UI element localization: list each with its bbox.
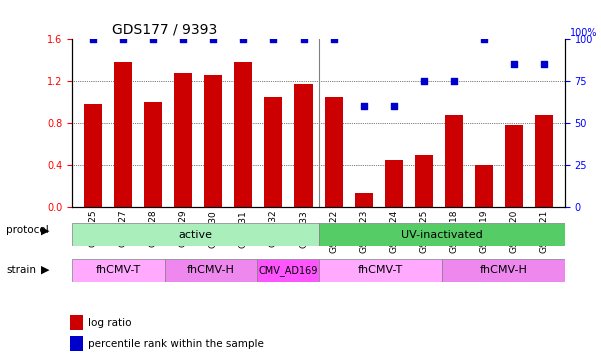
Point — [419, 79, 429, 84]
Bar — [84, 104, 102, 207]
Text: ▶: ▶ — [41, 265, 49, 275]
Point — [299, 36, 308, 42]
Bar — [535, 115, 553, 207]
FancyBboxPatch shape — [442, 259, 565, 282]
Bar — [70, 315, 83, 330]
Text: fhCMV-T: fhCMV-T — [96, 265, 141, 276]
Text: fhCMV-T: fhCMV-T — [358, 265, 403, 276]
FancyBboxPatch shape — [319, 259, 442, 282]
Point — [118, 36, 128, 42]
FancyBboxPatch shape — [319, 223, 565, 246]
Text: active: active — [178, 230, 212, 240]
Text: fhCMV-H: fhCMV-H — [480, 265, 527, 276]
Bar — [505, 125, 523, 207]
Point — [88, 36, 98, 42]
Bar — [445, 115, 463, 207]
Point — [539, 62, 549, 67]
FancyBboxPatch shape — [257, 259, 319, 282]
Point — [479, 36, 489, 42]
Bar — [234, 62, 252, 207]
Point — [239, 36, 248, 42]
Point — [359, 104, 368, 109]
Point — [209, 36, 218, 42]
Point — [389, 104, 398, 109]
Text: log ratio: log ratio — [88, 318, 132, 328]
Bar — [174, 73, 192, 207]
Text: UV-inactivated: UV-inactivated — [401, 230, 483, 240]
Text: strain: strain — [6, 265, 36, 275]
Bar — [475, 165, 493, 207]
Point — [329, 36, 338, 42]
Bar — [415, 155, 433, 207]
Bar — [355, 193, 373, 207]
Bar — [325, 97, 343, 207]
Bar — [70, 336, 83, 351]
Bar — [204, 75, 222, 207]
Text: ▶: ▶ — [41, 225, 49, 235]
Text: 100%: 100% — [570, 27, 597, 37]
Text: GDS177 / 9393: GDS177 / 9393 — [112, 23, 217, 37]
Point — [509, 62, 519, 67]
FancyBboxPatch shape — [165, 259, 257, 282]
Bar — [144, 102, 162, 207]
Bar — [114, 62, 132, 207]
FancyBboxPatch shape — [72, 259, 165, 282]
FancyBboxPatch shape — [72, 223, 319, 246]
Point — [178, 36, 188, 42]
Point — [449, 79, 459, 84]
Bar — [264, 97, 282, 207]
Text: CMV_AD169: CMV_AD169 — [258, 265, 317, 276]
Point — [269, 36, 278, 42]
Text: protocol: protocol — [6, 225, 49, 235]
Text: fhCMV-H: fhCMV-H — [187, 265, 234, 276]
Point — [148, 36, 158, 42]
Bar — [294, 84, 313, 207]
Bar — [385, 160, 403, 207]
Text: percentile rank within the sample: percentile rank within the sample — [88, 339, 264, 349]
